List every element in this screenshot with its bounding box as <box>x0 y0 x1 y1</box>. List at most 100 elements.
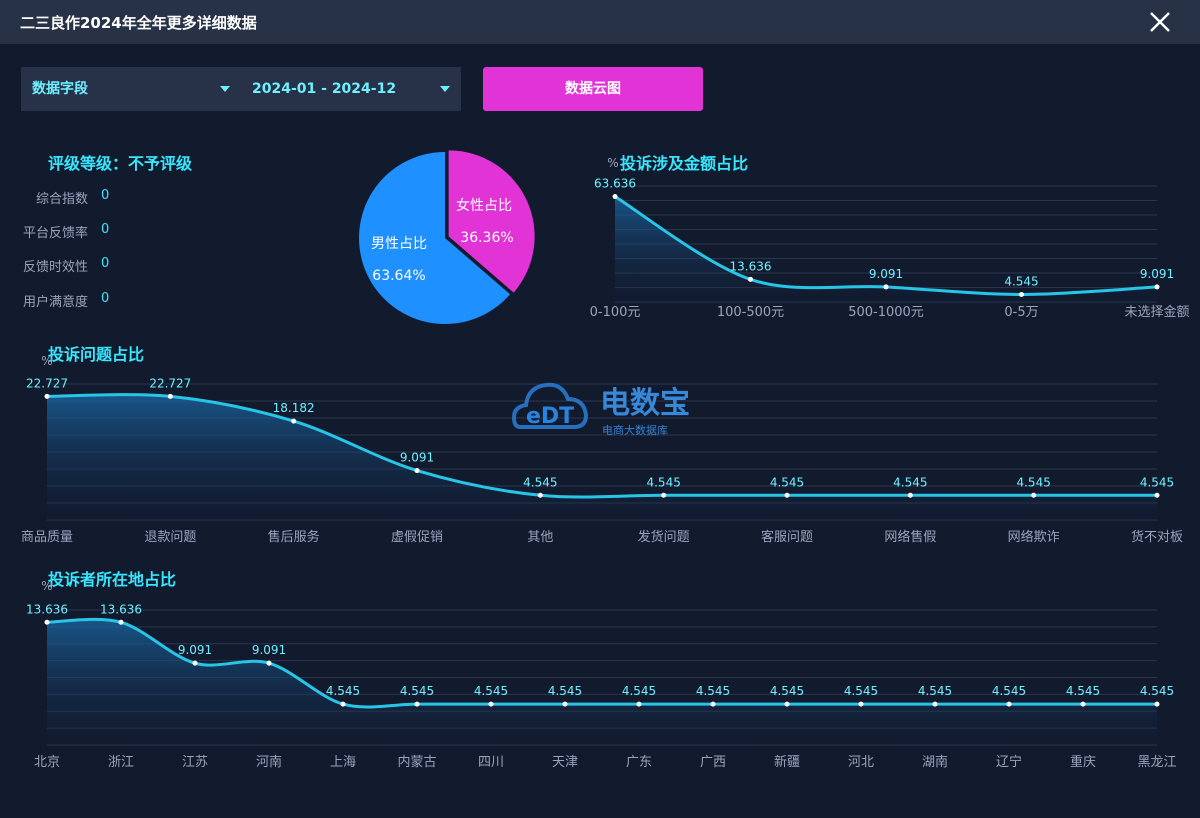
amount-area-chart: % 63.636 0-100元 13.636 100-500元 9.091 500-1000… <box>590 156 1190 320</box>
pie-label-female: 女性占比 <box>456 197 512 214</box>
modal-title: 二三良作2024年全年更多详细数据 <box>20 14 257 32</box>
series-line <box>46 393 1157 499</box>
data-point <box>488 701 494 707</box>
x-tick-label: 未选择金额 <box>1124 304 1189 320</box>
data-label: 4.545 <box>474 684 508 698</box>
x-tick-label: 客服问题 <box>761 529 813 545</box>
data-label: 4.545 <box>770 684 804 698</box>
axis-unit-label: % <box>607 156 618 170</box>
x-tick-label: 网络欺诈 <box>1008 529 1060 545</box>
rating-value: 0 <box>101 222 110 237</box>
x-tick-label: 河北 <box>848 755 874 770</box>
x-tick-label: 0-5万 <box>1004 305 1038 320</box>
field-select-label: 数据字段 <box>32 81 88 97</box>
date-range-select[interactable]: 2024-01 - 2024-12 <box>241 67 461 111</box>
watermark-brand: 电数宝 <box>600 386 690 421</box>
x-tick-label: 浙江 <box>108 755 134 770</box>
data-label: 4.545 <box>918 684 952 698</box>
data-point <box>266 660 272 666</box>
data-label: 13.636 <box>100 602 142 616</box>
pie-slice-female <box>448 150 535 293</box>
series-line <box>46 617 1157 709</box>
date-range-label: 2024-01 - 2024-12 <box>252 81 397 97</box>
pie-slice-male <box>359 152 511 324</box>
close-icon[interactable] <box>1146 8 1174 36</box>
data-point <box>167 393 173 399</box>
data-point <box>1031 492 1037 498</box>
data-label: 4.545 <box>523 475 557 489</box>
pie-value-male: 63.64% <box>372 268 425 284</box>
x-tick-label: 新疆 <box>774 754 800 770</box>
rating-value: 0 <box>101 291 110 306</box>
data-label: 4.545 <box>622 684 656 698</box>
data-point <box>44 619 50 625</box>
data-point <box>1154 701 1160 707</box>
filter-bar: 数据字段 2024-01 - 2024-12 <box>21 67 461 111</box>
data-label: 22.727 <box>149 376 191 390</box>
series-area <box>47 619 1157 745</box>
gender-pie-chart: 男性占比 63.64% 女性占比 36.36% <box>359 150 535 324</box>
x-tick-label: 湖南 <box>922 754 948 770</box>
watermark-sub: 电商大数据库 <box>602 423 668 437</box>
data-label: 4.545 <box>1016 475 1050 489</box>
pie-value-female: 36.36% <box>460 230 513 246</box>
data-label: 4.545 <box>770 475 804 489</box>
data-label: 13.636 <box>26 602 68 616</box>
axis-unit-label: % <box>41 579 52 593</box>
data-label: 9.091 <box>400 451 434 465</box>
data-point <box>932 701 938 707</box>
data-point <box>784 701 790 707</box>
x-tick-label: 四川 <box>478 755 504 770</box>
field-select[interactable]: 数据字段 <box>21 67 241 111</box>
x-tick-label: 辽宁 <box>996 754 1022 770</box>
data-point <box>340 701 346 707</box>
x-tick-label: 货不对板 <box>1131 529 1183 545</box>
data-point <box>784 492 790 498</box>
data-label: 4.545 <box>1140 475 1174 489</box>
data-point <box>414 701 420 707</box>
data-label: 9.091 <box>869 267 903 281</box>
data-point <box>118 619 124 625</box>
x-tick-label: 发货问题 <box>638 529 690 545</box>
x-tick-label: 其他 <box>527 530 553 545</box>
rating-label: 用户满意度 <box>22 295 88 310</box>
x-tick-label: 广西 <box>700 755 726 770</box>
watermark-logo-text: eDT <box>526 404 574 429</box>
axis-unit-label: % <box>41 354 52 368</box>
x-tick-label: 重庆 <box>1070 754 1096 770</box>
x-tick-label: 网络售假 <box>884 529 936 545</box>
rating-label: 综合指数 <box>35 192 88 207</box>
x-tick-label: 广东 <box>626 755 652 770</box>
data-label: 22.727 <box>26 376 68 390</box>
data-label: 4.545 <box>400 684 434 698</box>
data-point <box>192 660 198 666</box>
chart-title-issue: 投诉问题占比 <box>48 345 145 364</box>
x-tick-label: 退款问题 <box>144 530 196 545</box>
data-label: 63.636 <box>594 177 636 191</box>
chevron-down-icon <box>220 86 230 92</box>
data-point <box>1154 284 1160 290</box>
edt-watermark-logo: eDT 电数宝 电商大数据库 <box>512 382 690 437</box>
title-bar: 二三良作2024年全年更多详细数据 <box>0 0 1200 44</box>
data-label: 4.545 <box>326 684 360 698</box>
data-label: 4.545 <box>1066 684 1100 698</box>
issue-area-chart: % 22.727 商品质量 22.727 退款问题 18.182 售后服务 9.091 虚假促销… <box>21 354 1183 545</box>
data-point <box>44 393 50 399</box>
data-point <box>291 418 297 424</box>
wordcloud-button[interactable]: 数据云图 <box>483 67 703 111</box>
data-label: 4.545 <box>844 684 878 698</box>
x-tick-label: 售后服务 <box>268 529 320 545</box>
x-tick-label: 上海 <box>330 755 356 770</box>
data-point <box>562 701 568 707</box>
data-label: 4.545 <box>893 475 927 489</box>
data-point <box>748 276 753 282</box>
data-point <box>636 701 642 707</box>
data-point <box>612 194 618 200</box>
data-label: 4.545 <box>696 684 730 698</box>
data-point <box>907 492 913 498</box>
chevron-down-icon <box>440 86 450 92</box>
data-point <box>661 492 667 498</box>
x-tick-label: 100-500元 <box>717 305 784 320</box>
data-point <box>1019 291 1024 297</box>
x-tick-label: 内蒙古 <box>397 754 436 770</box>
